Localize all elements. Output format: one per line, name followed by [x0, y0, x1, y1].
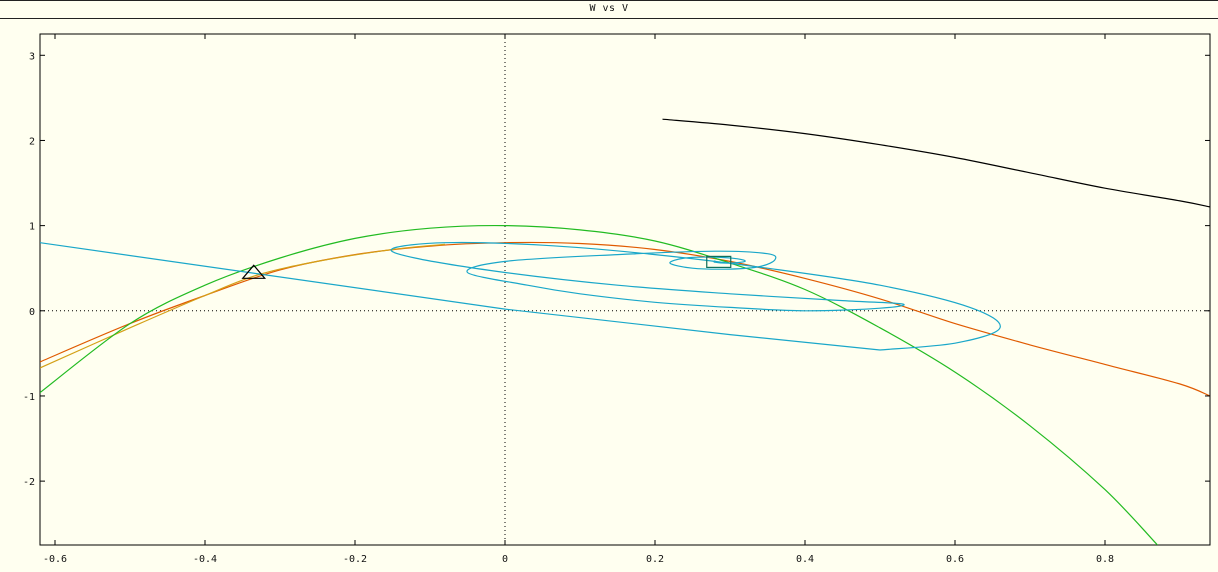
title-bar: W vs V: [0, 0, 1218, 19]
x-tick-label: -0.6: [43, 554, 67, 565]
x-tick-label: -0.4: [193, 554, 217, 565]
series-cyan-straight-4: [40, 242, 881, 351]
marker-layer: [241, 255, 732, 279]
triangle-marker: [241, 264, 267, 279]
series-layer: [40, 118, 1210, 545]
y-tick-label: 0: [29, 307, 35, 318]
zero-lines: [40, 34, 1210, 545]
plot-frame: [39, 33, 1211, 546]
x-tick-label: -0.2: [343, 554, 367, 565]
y-axis: 3 2 1 0 -1 -2: [23, 51, 1210, 488]
y-tick-label: -2: [23, 477, 35, 488]
series-cyan-spiral-5: [390, 241, 1001, 351]
series-black-line-0: [662, 118, 1210, 208]
x-tick-label: 0: [502, 554, 508, 565]
plot-border: [39, 33, 1211, 546]
y-tick-label: -1: [23, 392, 35, 403]
x-tick-label: 0.2: [646, 554, 664, 565]
x-tick-label: 0.4: [796, 554, 814, 565]
square-marker: [706, 255, 732, 268]
series-orange-nullcline-1: [40, 241, 1210, 397]
y-tick-label: 2: [29, 136, 35, 147]
x-tick-label: 0.8: [1096, 554, 1114, 565]
x-axis: -0.6 -0.4 -0.2 0 0.2 0.4 0.6 0.8: [43, 34, 1114, 565]
y-tick-label: 3: [29, 51, 35, 62]
y-tick-label: 1: [29, 222, 35, 233]
series-yellow-nullcline-2: [40, 243, 446, 369]
window-title: W vs V: [589, 3, 629, 14]
series-green-parabola-3: [40, 224, 1158, 545]
x-tick-label: 0.6: [946, 554, 964, 565]
